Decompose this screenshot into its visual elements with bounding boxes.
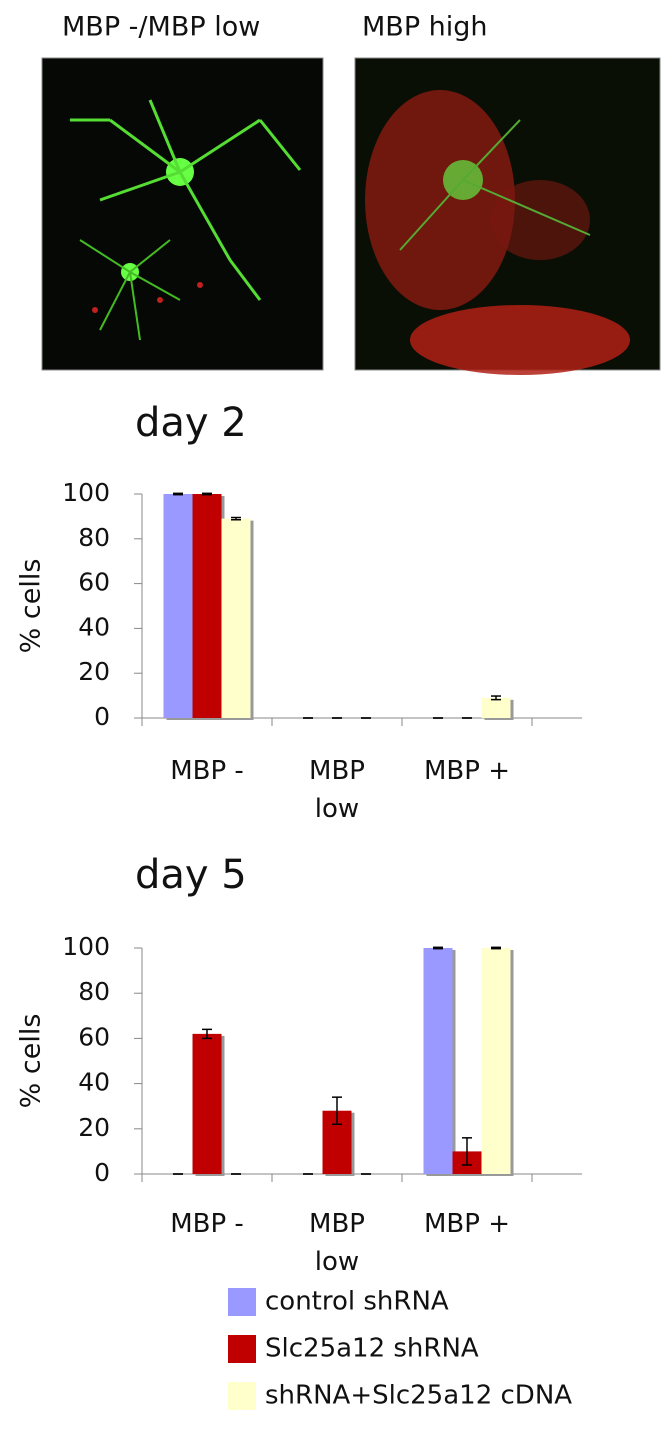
x-tick-label: MBP + [424, 756, 510, 786]
panel-label: MBP high [362, 12, 488, 43]
y-tick-label: 60 [78, 568, 110, 597]
chart-title: day 5 [135, 852, 247, 898]
error-bar [433, 946, 443, 950]
y-axis-label: % cells [16, 559, 47, 654]
y-tick-label: 0 [94, 702, 110, 731]
x-tick-label: MBP - [170, 1209, 244, 1239]
y-tick-label: 40 [78, 1068, 110, 1097]
y-tick-label: 100 [62, 932, 110, 961]
x-tick-label-box: MBP + [424, 756, 510, 786]
chart-title: day 2 [135, 400, 247, 446]
y-tick-label: 20 [78, 657, 110, 686]
y-tick-label: 20 [78, 1113, 110, 1142]
x-tick-label: MBP low [309, 756, 365, 824]
x-tick-label-box: MBP low [309, 756, 365, 824]
legend-label: Slc25a12 shRNA [265, 1334, 479, 1364]
error-bar [202, 1028, 212, 1040]
bar [163, 494, 193, 718]
y-tick-label: 100 [62, 478, 110, 507]
error-bar [491, 946, 501, 950]
x-tick-label-box: MBP - [170, 756, 244, 786]
error-bar [173, 492, 183, 496]
legend-swatch [228, 1382, 256, 1410]
bar [423, 948, 453, 1174]
x-tick-label-box: MBP - [170, 1209, 244, 1239]
error-bar [491, 695, 501, 701]
legend-swatch [228, 1335, 256, 1363]
error-bar [231, 516, 241, 521]
bar [481, 948, 511, 1174]
y-tick-label: 80 [78, 977, 110, 1006]
legend-label: control shRNA [265, 1287, 449, 1317]
x-tick-label: MBP - [170, 756, 244, 786]
panel-label: MBP -/MBP low [62, 12, 260, 43]
error-bar [462, 1137, 472, 1166]
legend-label: shRNA+Slc25a12 cDNA [265, 1381, 572, 1411]
y-tick-label: 40 [78, 612, 110, 641]
y-tick-label: 80 [78, 523, 110, 552]
x-tick-label: MBP low [309, 1209, 365, 1277]
micrograph [41, 57, 324, 371]
y-axis-label: % cells [16, 1014, 47, 1109]
x-tick-label-box: MBP + [424, 1209, 510, 1239]
y-tick-label: 60 [78, 1022, 110, 1051]
x-tick-label-box: MBP low [309, 1209, 365, 1277]
error-bar [202, 492, 212, 496]
y-tick-label: 0 [94, 1158, 110, 1187]
x-tick-label: MBP + [424, 1209, 510, 1239]
bar [192, 1033, 222, 1174]
bar [481, 697, 511, 718]
legend-swatch [228, 1288, 256, 1316]
bar [192, 494, 222, 718]
micrograph [354, 57, 661, 375]
bar [221, 518, 251, 718]
error-bar [332, 1096, 342, 1126]
